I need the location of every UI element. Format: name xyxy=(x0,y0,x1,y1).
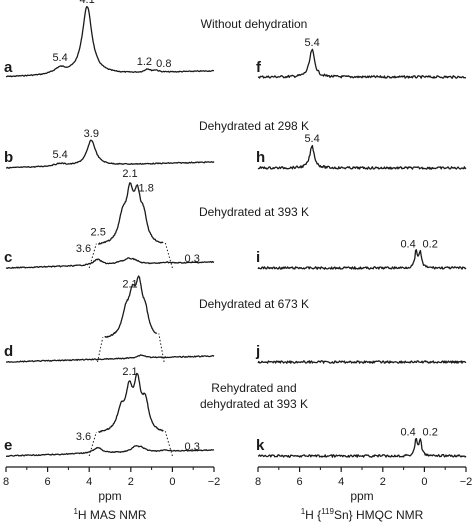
panel-letter-a: a xyxy=(4,59,13,76)
right-tick-label-5: −2 xyxy=(460,476,473,488)
right-axis-title-end: Sn} HMQC NMR xyxy=(334,508,424,522)
panel-letter-f: f xyxy=(256,59,262,76)
panel-letter-k: k xyxy=(256,437,265,454)
panel-letter-j: j xyxy=(255,343,260,360)
condition-label-d: Dehydrated at 673 K xyxy=(199,297,309,311)
left-x-axis: 8 6 4 2 0 −2 ppm 1H MAS NMR xyxy=(3,466,220,522)
panel-letter-b: b xyxy=(4,149,13,166)
left-trace-c xyxy=(5,257,215,269)
condition-label-e2: dehydrated at 393 K xyxy=(200,397,308,411)
panel-letter-e: e xyxy=(4,437,12,454)
left-tick-label-1: 6 xyxy=(45,476,51,488)
right-axis-title-sup1: 1 xyxy=(301,507,306,516)
condition-label-b: Dehydrated at 298 K xyxy=(199,119,309,133)
right-trace-i xyxy=(257,249,467,270)
peak-label-d-0: 2.1 xyxy=(122,279,137,291)
spectra-traces xyxy=(5,6,467,458)
right-x-axis: 8 6 4 2 0 −2 ppm 1H {119Sn} HMQC NMR xyxy=(255,466,472,522)
peak-label-k-0: 0.4 xyxy=(400,427,415,439)
panel-letter-i: i xyxy=(256,249,260,266)
peak-label-h-0: 5.4 xyxy=(304,133,319,145)
peak-label-b-0: 3.9 xyxy=(84,128,99,140)
left-trace-d xyxy=(5,354,215,363)
inset-connector-e-1 xyxy=(164,431,173,457)
right-tick-label-2: 4 xyxy=(338,476,344,488)
inset-connector-d-0 xyxy=(97,337,104,363)
peak-label-c-4: 0.3 xyxy=(185,253,200,265)
inset-connector-c-1 xyxy=(164,242,173,269)
right-trace-h xyxy=(257,144,467,170)
inset-connector-e-0 xyxy=(88,431,97,457)
left-tick-label-5: −2 xyxy=(208,476,221,488)
peak-label-k-1: 0.2 xyxy=(423,427,438,439)
peak-labels: 4.15.4 1.2 0.85.43.95.45.43.62.11.82.50.30… xyxy=(52,0,437,453)
right-axis-title-sup2: 119 xyxy=(321,507,334,516)
peak-label-f-0: 5.4 xyxy=(304,37,319,49)
left-axis-title-sup: 1 xyxy=(73,507,78,516)
right-ticks: 8 6 4 2 0 −2 xyxy=(255,467,472,488)
right-tick-label-4: 0 xyxy=(421,476,427,488)
peak-label-c-3: 2.5 xyxy=(91,226,106,238)
peak-label-c-1: 2.1 xyxy=(122,168,137,180)
peak-label-a-1: 5.4 xyxy=(52,52,67,64)
peak-label-e-1: 2.1 xyxy=(122,366,137,378)
inset-connector-d-1 xyxy=(158,333,165,363)
condition-label-a: Without dehydration xyxy=(201,17,308,31)
peak-label-c-0: 3.6 xyxy=(76,243,91,255)
right-axis-xlabel: ppm xyxy=(350,489,373,503)
right-tick-label-3: 2 xyxy=(380,476,386,488)
peak-label-a-0: 4.1 xyxy=(79,0,94,6)
inset-trace-e xyxy=(98,372,164,433)
inset-trace-c xyxy=(97,182,164,245)
left-tick-label-4: 0 xyxy=(169,476,175,488)
right-tick-label-1: 6 xyxy=(297,476,303,488)
peak-label-a-2: 1.2 xyxy=(137,56,152,68)
peak-label-i-0: 0.4 xyxy=(400,239,415,251)
condition-label-e1: Rehydrated and xyxy=(211,381,296,395)
peak-label-e-3: 0.3 xyxy=(185,441,200,453)
peak-label-i-1: 0.2 xyxy=(423,239,438,251)
right-trace-k xyxy=(257,437,467,458)
right-axis-title-mid: H { xyxy=(305,508,321,522)
condition-label-c: Dehydrated at 393 K xyxy=(199,205,309,219)
right-tick-label-0: 8 xyxy=(255,476,261,488)
left-axis-xlabel: ppm xyxy=(98,489,121,503)
left-ticks: 8 6 4 2 0 −2 xyxy=(3,467,220,488)
left-tick-label-2: 4 xyxy=(86,476,92,488)
inset-trace-d xyxy=(104,275,158,339)
right-axis-title: 1H {119Sn} HMQC NMR xyxy=(301,507,424,522)
left-tick-label-0: 8 xyxy=(3,476,9,488)
peak-label-a-3: 0.8 xyxy=(156,58,171,70)
panel-letter-d: d xyxy=(4,343,13,360)
peak-label-e-0: 3.6 xyxy=(76,431,91,443)
right-trace-j xyxy=(257,360,467,364)
left-trace-b xyxy=(5,139,215,169)
panel-letter-h: h xyxy=(256,149,265,166)
left-tick-label-3: 2 xyxy=(128,476,134,488)
inset-connector-c-0 xyxy=(88,243,97,269)
right-trace-f xyxy=(257,48,467,79)
peak-label-c-2: 1.8 xyxy=(139,182,154,194)
panel-letter-c: c xyxy=(4,249,12,266)
peak-label-b-1: 5.4 xyxy=(52,149,67,161)
left-trace-e xyxy=(6,445,215,458)
left-trace-a xyxy=(5,6,215,78)
left-axis-title-main: H MAS NMR xyxy=(78,508,147,522)
left-axis-title: 1H MAS NMR xyxy=(73,507,146,522)
